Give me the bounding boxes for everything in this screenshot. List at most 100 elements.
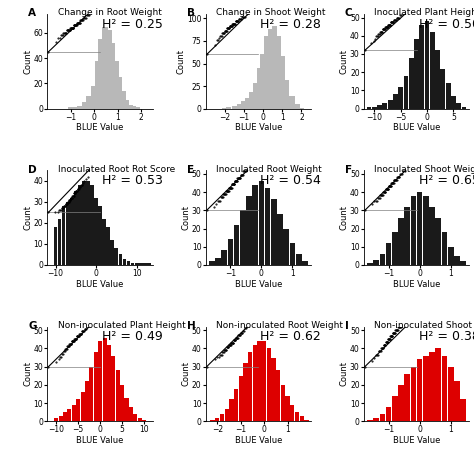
Bar	[249, 93, 254, 109]
Bar	[283, 80, 289, 109]
Bar	[448, 367, 454, 421]
Bar	[234, 388, 238, 421]
Bar	[404, 206, 410, 265]
Text: H² = 0.38: H² = 0.38	[419, 331, 474, 344]
Bar	[268, 29, 273, 109]
Bar	[410, 196, 416, 265]
Bar	[454, 256, 460, 265]
X-axis label: BLUE Value: BLUE Value	[393, 123, 440, 132]
Bar	[106, 227, 110, 265]
Bar	[367, 419, 373, 421]
Bar	[126, 105, 133, 109]
Text: A: A	[28, 8, 36, 18]
Bar	[137, 418, 142, 421]
Bar	[82, 102, 88, 109]
Bar	[74, 191, 78, 265]
Bar	[115, 248, 118, 265]
Text: H² = 0.62: H² = 0.62	[260, 331, 321, 344]
Bar	[222, 108, 228, 109]
Bar	[63, 412, 67, 421]
Bar	[299, 108, 304, 109]
Bar	[112, 61, 118, 109]
X-axis label: BLUE Value: BLUE Value	[393, 436, 440, 445]
Text: C: C	[345, 8, 353, 18]
Bar	[221, 250, 227, 265]
Bar	[393, 94, 398, 109]
Bar	[76, 400, 80, 421]
Bar	[82, 181, 86, 265]
Bar	[101, 26, 108, 109]
Bar	[253, 345, 257, 421]
Bar	[290, 405, 294, 421]
Bar	[285, 396, 290, 421]
Bar	[404, 374, 410, 421]
Bar	[367, 107, 372, 109]
Bar	[290, 243, 295, 265]
Bar	[302, 261, 308, 265]
Bar	[451, 96, 456, 109]
X-axis label: BLUE Value: BLUE Value	[393, 280, 440, 288]
Bar	[225, 408, 229, 421]
Bar	[111, 356, 115, 421]
Bar	[388, 100, 392, 109]
Bar	[58, 219, 62, 265]
Y-axis label: Count: Count	[23, 49, 32, 74]
Bar	[232, 106, 237, 109]
Bar	[238, 376, 243, 421]
Bar	[210, 419, 215, 421]
Bar	[67, 408, 72, 421]
Bar	[125, 398, 128, 421]
Bar	[127, 261, 130, 265]
Bar	[86, 181, 90, 265]
Text: Inoculated Shoot Weight: Inoculated Shoot Weight	[374, 164, 474, 174]
Bar	[367, 263, 373, 265]
Bar	[442, 356, 447, 421]
Bar	[272, 25, 277, 109]
Bar	[272, 357, 276, 421]
Bar	[283, 229, 289, 265]
Bar	[220, 414, 224, 421]
Bar	[252, 185, 258, 265]
Bar	[425, 21, 429, 109]
Bar	[143, 263, 146, 265]
Bar	[414, 39, 419, 109]
Bar	[94, 198, 98, 265]
Bar	[374, 418, 379, 421]
X-axis label: BLUE Value: BLUE Value	[76, 123, 124, 132]
Bar	[237, 104, 243, 109]
Bar	[277, 214, 283, 265]
Bar	[409, 57, 414, 109]
Bar	[271, 200, 277, 265]
Bar	[102, 219, 106, 265]
Bar	[267, 349, 271, 421]
Bar	[130, 106, 136, 109]
Bar	[215, 418, 219, 421]
Bar	[456, 103, 461, 109]
Text: Inoculated Root Rot Score: Inoculated Root Rot Score	[58, 164, 175, 174]
Bar	[460, 400, 466, 421]
Bar	[77, 106, 83, 109]
Bar	[442, 232, 447, 265]
Bar	[86, 96, 93, 109]
Bar	[454, 381, 460, 421]
Bar	[215, 258, 221, 265]
Text: H² = 0.49: H² = 0.49	[102, 331, 163, 344]
Bar	[234, 225, 239, 265]
Bar	[89, 367, 93, 421]
Bar	[276, 37, 281, 109]
Bar	[118, 255, 122, 265]
Bar	[81, 392, 84, 421]
Bar	[264, 37, 270, 109]
Bar	[386, 243, 392, 265]
Bar	[133, 414, 137, 421]
Bar	[228, 239, 233, 265]
Bar	[142, 419, 146, 421]
X-axis label: BLUE Value: BLUE Value	[235, 123, 282, 132]
Y-axis label: Count: Count	[339, 49, 348, 74]
Bar	[372, 107, 377, 109]
Bar	[98, 341, 102, 421]
Bar	[423, 356, 428, 421]
Bar	[436, 349, 441, 421]
Bar	[109, 43, 115, 109]
Bar	[78, 185, 82, 265]
